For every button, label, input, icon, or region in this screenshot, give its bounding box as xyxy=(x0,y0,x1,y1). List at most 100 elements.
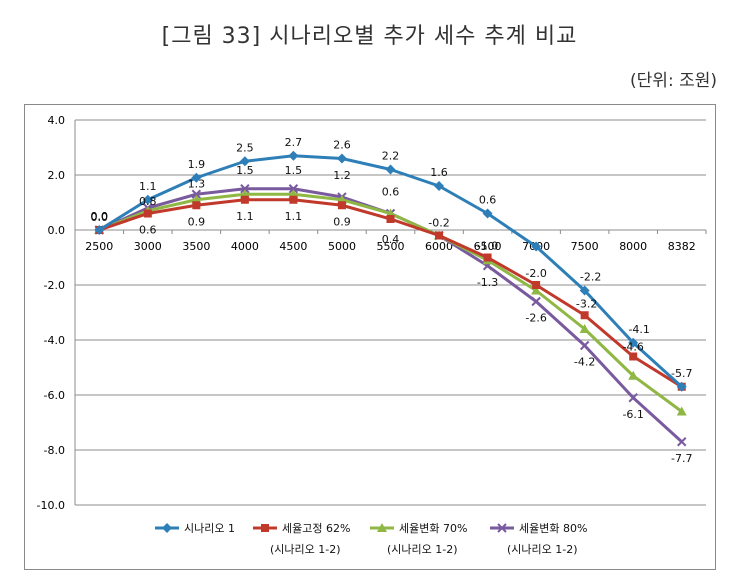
data-label: -1.3 xyxy=(477,276,498,289)
data-label: -2.0 xyxy=(525,267,546,280)
data-label: 1.5 xyxy=(285,164,303,177)
data-point xyxy=(336,153,347,164)
x-tick-label: 2500 xyxy=(85,240,113,253)
data-point xyxy=(483,253,492,262)
legend-label-2: 세율고정 62% xyxy=(282,522,350,535)
y-tick-label: -10.0 xyxy=(37,499,65,512)
data-label: -7.7 xyxy=(671,452,692,465)
data-point xyxy=(191,189,202,199)
data-point xyxy=(677,437,687,447)
data-point xyxy=(628,393,638,403)
legend-sublabel-2: (시나리오 1-2) xyxy=(270,543,341,556)
data-point xyxy=(532,281,541,289)
data-point xyxy=(94,225,105,235)
y-tick-label: -8.0 xyxy=(44,444,65,457)
data-label: 1.2 xyxy=(333,169,351,182)
x-tick-label: 6500 xyxy=(474,240,502,253)
data-label: 1.3 xyxy=(188,177,206,190)
x-tick-label: 6000 xyxy=(425,240,453,253)
data-point xyxy=(435,231,444,240)
legend-label-3: 세율변화 70% xyxy=(399,522,467,535)
data-label: -4.6 xyxy=(622,341,643,354)
data-label: 2.6 xyxy=(333,139,351,152)
data-point xyxy=(192,201,201,210)
data-point xyxy=(289,195,298,204)
y-tick-label: -4.0 xyxy=(44,334,65,347)
data-point xyxy=(531,285,542,295)
data-label: 0.0 xyxy=(91,210,109,223)
x-tick-label: 5000 xyxy=(328,240,356,253)
data-point xyxy=(531,241,542,252)
data-label: 0.8 xyxy=(139,195,157,208)
y-tick-label: -6.0 xyxy=(44,389,65,402)
data-point xyxy=(628,370,639,380)
x-tick-label: 3500 xyxy=(182,240,210,253)
data-label: 1.1 xyxy=(139,180,157,193)
data-point xyxy=(143,209,152,218)
x-tick-label: 5500 xyxy=(377,240,405,253)
data-label: 1.5 xyxy=(236,164,254,177)
x-tick-label: 8000 xyxy=(619,240,647,253)
legend-marker xyxy=(497,523,507,533)
data-label: -4.1 xyxy=(628,323,649,336)
y-tick-label: 0.0 xyxy=(48,224,66,237)
data-point xyxy=(386,215,395,223)
legend-sublabel-3: (시나리오 1-2) xyxy=(387,543,458,556)
y-tick-label: -2.0 xyxy=(44,279,65,292)
y-tick-label: 4.0 xyxy=(48,114,66,127)
x-tick-label: 3000 xyxy=(134,240,162,253)
data-label: 0.0 xyxy=(91,210,109,223)
data-label: 0.4 xyxy=(382,233,400,246)
data-label: 2.7 xyxy=(285,136,303,149)
data-point xyxy=(579,340,590,351)
legend-sublabel-4: (시나리오 1-2) xyxy=(507,543,578,556)
data-point xyxy=(288,184,299,194)
data-point xyxy=(240,195,249,204)
data-point xyxy=(239,156,250,167)
data-label: -3.2 xyxy=(576,297,597,310)
data-label: 0.9 xyxy=(188,215,206,228)
data-point xyxy=(580,311,589,320)
x-tick-label: 7500 xyxy=(571,240,599,253)
data-label: 0.6 xyxy=(479,194,497,207)
data-label: 1.9 xyxy=(188,158,206,171)
data-point xyxy=(629,352,638,361)
data-label: -0.2 xyxy=(428,217,449,230)
legend-marker xyxy=(377,523,387,532)
data-label: 2.5 xyxy=(236,141,254,154)
data-label: -1.0 xyxy=(477,240,498,253)
data-point xyxy=(531,296,541,307)
data-point xyxy=(579,324,590,333)
x-tick-label: 4000 xyxy=(231,240,259,253)
data-point xyxy=(385,164,396,175)
data-label: -2.6 xyxy=(525,312,546,325)
x-tick-label: 4500 xyxy=(279,240,307,253)
data-label: 0.6 xyxy=(382,186,400,199)
data-point xyxy=(240,184,250,194)
data-label: -4.2 xyxy=(574,356,595,369)
data-label: 1.1 xyxy=(236,210,254,223)
chart-title: [그림 33] 시나리오별 추가 세수 추계 비교 xyxy=(161,24,578,49)
data-point xyxy=(676,406,687,416)
data-label: 2.2 xyxy=(382,150,400,163)
data-point xyxy=(676,381,687,392)
data-point xyxy=(191,172,202,183)
data-point xyxy=(628,337,639,348)
x-tick-label: 8382 xyxy=(668,240,696,253)
data-point xyxy=(482,208,493,219)
data-label: 0.9 xyxy=(333,215,351,228)
data-point xyxy=(579,285,590,296)
data-point xyxy=(337,201,346,210)
legend-marker xyxy=(261,524,269,532)
chart-frame xyxy=(24,104,716,570)
data-label: 0.6 xyxy=(139,224,157,237)
data-label: -2.2 xyxy=(580,271,601,284)
legend-label-4: 세율변화 80% xyxy=(519,522,587,535)
data-label: -5.7 xyxy=(671,367,692,380)
data-point xyxy=(142,194,153,205)
data-label: 0.0 xyxy=(91,211,109,224)
y-tick-label: 2.0 xyxy=(48,169,66,182)
data-label: -6.1 xyxy=(622,408,643,421)
data-label: 1.1 xyxy=(285,210,303,223)
